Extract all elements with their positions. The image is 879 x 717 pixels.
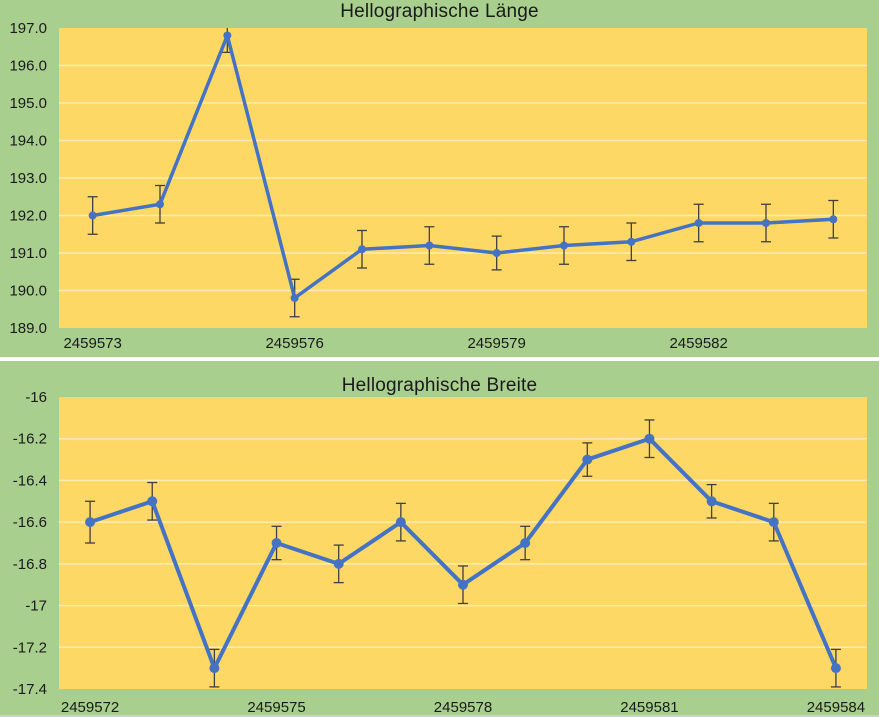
latitude-plot-svg: -16 -16.2 -16.4 -16.6 -16.8 -17 -17.2 -17.4 2459… [13, 389, 867, 716]
series-group [87, 28, 839, 318]
x-tick-label: 2459581 [620, 699, 678, 716]
chart-title-latitude: Hellographische Breite [341, 375, 538, 396]
screen-bottom-edge [0, 715, 879, 717]
x-tick-label: 2459576 [265, 335, 323, 352]
x-tick-label: 2459584 [807, 699, 865, 716]
x-tick-label: 2459578 [434, 699, 492, 716]
x-tick-label: 2459579 [467, 335, 525, 352]
data-point [458, 579, 468, 590]
y-tick-label: 190.0 [9, 283, 47, 300]
y-tick-label: 197.0 [9, 20, 47, 37]
data-point [271, 538, 282, 548]
y-tick-label: -16 [25, 389, 47, 406]
plot-area [59, 397, 867, 689]
data-point [520, 538, 531, 548]
y-tick-label: -16.6 [13, 514, 47, 531]
x-tick-label: 2459573 [63, 335, 121, 352]
data-point [333, 558, 344, 569]
y-tick-label: 193.0 [9, 170, 47, 187]
y-tick-label: 195.0 [9, 95, 47, 112]
data-point [290, 294, 299, 302]
chart-heliographic-longitude[interactable]: Hellographische Länge 197.0 196.0 195.0 194… [0, 0, 879, 357]
data-point [768, 517, 779, 528]
y-tick-label: 191.0 [9, 245, 47, 262]
y-tick-label: 189.0 [9, 320, 47, 337]
data-point [627, 237, 636, 246]
y-tick-label: -17.2 [13, 639, 47, 656]
y-tick-label: -17 [25, 598, 47, 615]
y-tick-label: 192.0 [9, 208, 47, 225]
chart-separator [0, 357, 879, 361]
data-point [223, 31, 232, 40]
longitude-plot-svg: 197.0 196.0 195.0 194.0 193.0 192.0 191.0 190.0… [9, 20, 867, 352]
chart-title-longitude: Hellographische Länge [340, 1, 539, 22]
data-point [156, 200, 164, 209]
series-group [85, 419, 841, 688]
data-point [830, 663, 841, 674]
data-point [560, 241, 568, 250]
x-tick-label: 2459572 [61, 699, 119, 716]
data-point [209, 663, 220, 674]
data-point [85, 517, 96, 528]
data-point [829, 215, 838, 224]
data-point [425, 241, 434, 250]
x-tick-label: 2459582 [669, 335, 727, 352]
y-tick-label: -16.4 [13, 472, 47, 489]
y-tick-label: 194.0 [9, 133, 47, 150]
data-point [492, 249, 501, 257]
data-point [644, 433, 655, 444]
data-point [395, 517, 406, 528]
data-point [358, 245, 366, 254]
data-point [694, 219, 703, 227]
data-point [762, 219, 770, 227]
data-point [88, 211, 97, 220]
x-tick-label: 2459575 [247, 699, 305, 716]
series-line [90, 33, 836, 300]
y-tick-label: -17.4 [13, 681, 47, 698]
y-tick-label: 196.0 [9, 58, 47, 75]
data-point [582, 454, 593, 465]
y-tick-label: -16.2 [13, 431, 47, 448]
data-point [706, 496, 717, 507]
chart-heliographic-latitude[interactable]: Hellographische Breite -16 -16.2 -16.4 -16.… [0, 361, 879, 717]
y-tick-label: -16.8 [13, 556, 47, 573]
data-point [147, 496, 158, 507]
